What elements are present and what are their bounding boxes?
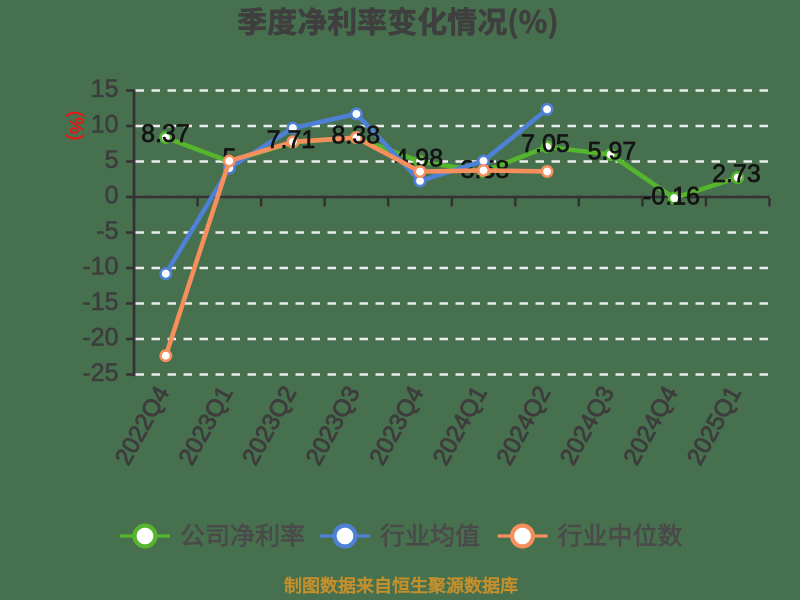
svg-text:7.71: 7.71 xyxy=(267,126,316,154)
svg-text:5: 5 xyxy=(105,146,119,174)
svg-text:15: 15 xyxy=(91,75,119,103)
svg-text:-5: -5 xyxy=(96,217,118,245)
svg-text:-0.16: -0.16 xyxy=(643,183,700,211)
svg-text:(%): (%) xyxy=(65,111,86,141)
svg-text:2.73: 2.73 xyxy=(712,160,761,188)
svg-text:-25: -25 xyxy=(82,359,118,387)
svg-text:5.97: 5.97 xyxy=(588,138,637,166)
svg-text:8.37: 8.37 xyxy=(141,120,190,148)
svg-text:0: 0 xyxy=(105,181,119,209)
svg-text:10: 10 xyxy=(91,110,119,138)
svg-text:8.38: 8.38 xyxy=(331,121,380,149)
svg-text:7.05: 7.05 xyxy=(521,130,570,158)
svg-text:-10: -10 xyxy=(82,252,118,280)
svg-text:-15: -15 xyxy=(82,288,118,316)
svg-text:-20: -20 xyxy=(82,323,118,351)
